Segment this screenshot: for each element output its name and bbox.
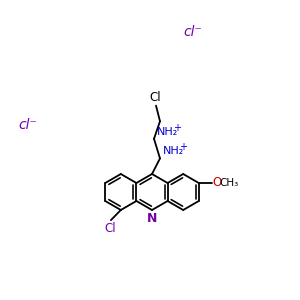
Text: +: +: [179, 142, 187, 152]
Text: CH₃: CH₃: [220, 178, 239, 188]
Text: N: N: [147, 212, 157, 224]
Text: O: O: [213, 176, 222, 190]
Text: +: +: [173, 123, 181, 133]
Text: NH₂: NH₂: [157, 127, 178, 137]
Text: cl⁻: cl⁻: [184, 25, 202, 39]
Text: Cl: Cl: [104, 222, 116, 235]
Text: NH₂: NH₂: [163, 146, 184, 156]
Text: Cl: Cl: [149, 91, 161, 103]
Text: cl⁻: cl⁻: [19, 118, 38, 132]
